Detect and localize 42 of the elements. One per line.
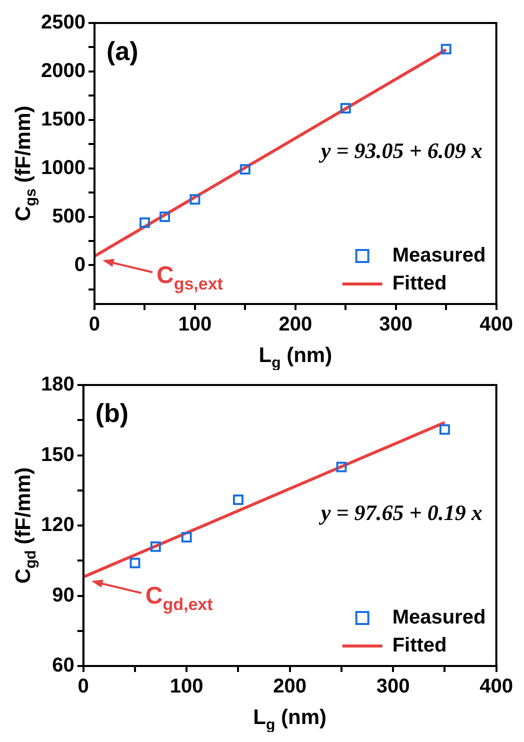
x-tick-label: 300	[379, 314, 413, 336]
point	[232, 494, 244, 505]
x-tick-label: 0	[88, 314, 100, 336]
y-tick-label: 120	[40, 514, 74, 536]
x-tick-label: 400	[480, 314, 514, 336]
y-axis-title: Cgd (fF/mm)	[12, 467, 40, 584]
y-tick-label: 500	[52, 205, 86, 228]
annotation: (b)	[95, 398, 129, 428]
annotation: y = 93.05 + 6.09 x	[318, 138, 482, 163]
x-tick-label: 200	[278, 314, 312, 336]
y-tick-label: 180	[40, 374, 74, 396]
point	[130, 558, 140, 568]
point	[336, 462, 347, 472]
point	[440, 44, 452, 54]
annotation: (a)	[106, 36, 138, 66]
y-tick-label: 90	[52, 584, 74, 606]
y-tick-label: 60	[52, 654, 74, 677]
y-tick-label: 0	[74, 254, 86, 276]
y-tick-label: 2500	[40, 12, 86, 34]
x-tick-label: 200	[273, 676, 307, 698]
point	[340, 103, 351, 114]
legend-label: Fitted	[392, 272, 447, 295]
point	[139, 217, 150, 228]
y-tick-label: 150	[40, 444, 74, 466]
x-tick-label: 100	[170, 676, 204, 698]
point	[240, 164, 250, 175]
x-tick-label: 300	[376, 676, 410, 698]
x-tick-label: 100	[178, 314, 212, 336]
point	[190, 194, 200, 205]
y-tick-label: 2000	[40, 60, 86, 82]
point	[181, 532, 192, 542]
annotation: y = 97.65 + 0.19 x	[318, 500, 482, 525]
x-tick-label: 400	[480, 676, 514, 698]
y-tick-label: 1000	[40, 156, 86, 179]
legend-label: Fitted	[392, 634, 447, 657]
y-axis-title: Cgs (fF/mm)	[12, 106, 40, 222]
y-tick-label: 1500	[40, 108, 86, 130]
point	[150, 541, 161, 552]
point	[439, 424, 450, 435]
legend-label: Measured	[392, 606, 486, 629]
legend-label: Measured	[392, 244, 486, 267]
point	[160, 212, 170, 222]
